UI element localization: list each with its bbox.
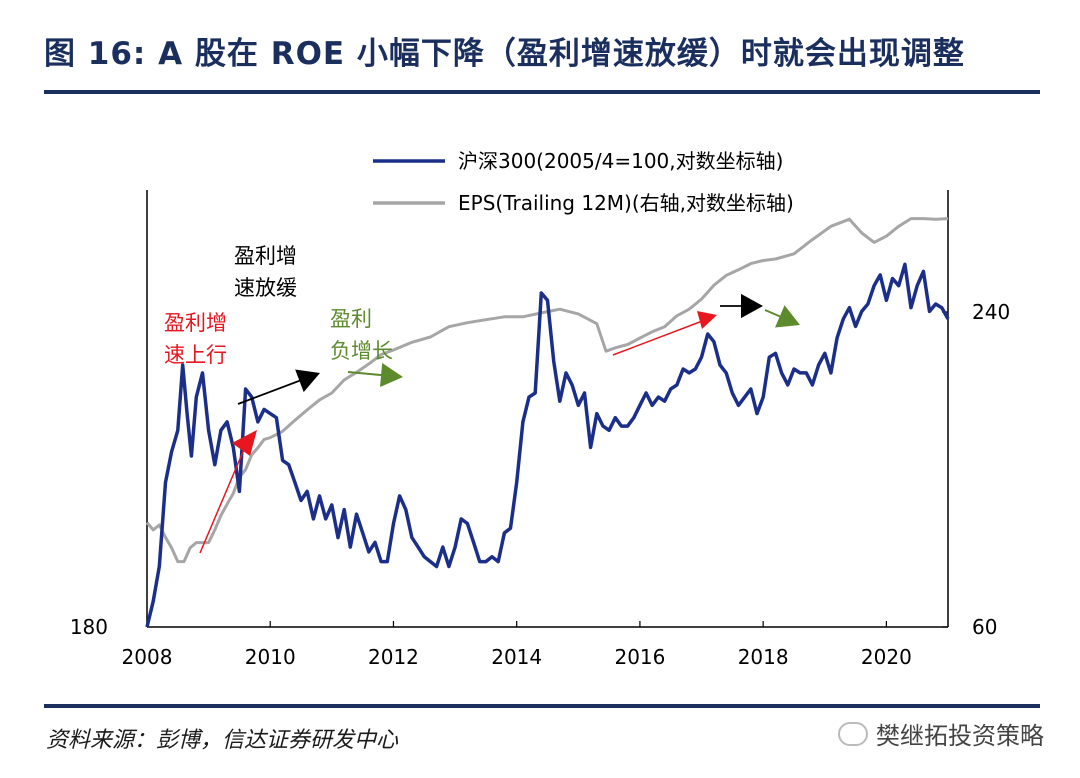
x-tick-label: 2016: [614, 645, 665, 669]
x-tick-label: 2010: [245, 645, 296, 669]
watermark: 樊继拓投资策略: [838, 716, 1044, 751]
arrow-green-neg-2-head: [775, 305, 800, 328]
source-note: 资料来源：彭博，信达证券研发中心: [46, 728, 399, 753]
chart-axes: 2008 2010 2012 2014 2016 2018 2020 180 240 60: [70, 190, 1010, 669]
arrow-black-slow-1-head: [295, 369, 320, 393]
x-tick-label: 2014: [491, 645, 542, 669]
annotation-line: 速放缓: [234, 276, 297, 300]
arrow-red-rise-1: [199, 439, 249, 554]
y-right-tick-label: 240: [972, 300, 1010, 324]
annotation-line: 负增长: [330, 339, 393, 363]
arrow-red-rise-2-head: [697, 311, 717, 329]
series-eps-line: [145, 217, 949, 564]
annotation-line: 速上行: [164, 343, 227, 367]
annotation-line: 盈利增: [164, 311, 227, 335]
annotation-text: 盈利增速放缓: [234, 244, 297, 300]
annotation-line: 盈利: [330, 307, 372, 331]
arrow-green-neg-1-head: [379, 362, 403, 388]
arrow-black-slow-1: [237, 376, 309, 405]
x-tick-label: 2008: [122, 645, 173, 669]
footer-divider: [44, 704, 1040, 708]
page-title: 图 16: A 股在 ROE 小幅下降（盈利增速放缓）时就会出现调整: [44, 36, 965, 72]
series-csi300-line: [145, 262, 950, 628]
chart-series: [145, 217, 950, 628]
title-divider: [44, 90, 1040, 94]
y-right-tick-label: 60: [972, 615, 997, 639]
arrow-red-rise-1-head: [232, 430, 257, 456]
arrow-black-slow-2-head: [741, 293, 763, 319]
x-tick-label: 2012: [368, 645, 419, 669]
x-tick-label: 2018: [738, 645, 789, 669]
y-left-tick-label: 180: [70, 615, 108, 639]
chart: 2008 2010 2012 2014 2016 2018 2020 180 240 60 盈利增…: [70, 149, 1010, 669]
annotation-text: 盈利负增长: [330, 307, 393, 363]
legend-label: EPS(Trailing 12M)(右轴,对数坐标轴): [458, 191, 794, 215]
annotation-text: 盈利增速上行: [164, 311, 227, 367]
watermark-text: 樊继拓投资策略: [876, 722, 1044, 750]
x-tick-label: 2020: [861, 645, 912, 669]
annotation-line: 盈利增: [234, 244, 297, 268]
wechat-icon: [838, 721, 868, 746]
legend-label: 沪深300(2005/4=100,对数坐标轴): [458, 149, 783, 173]
chart-legend: 沪深300(2005/4=100,对数坐标轴) EPS(Trailing 12M)…: [373, 149, 794, 215]
arrow-red-rise-2: [612, 319, 706, 356]
